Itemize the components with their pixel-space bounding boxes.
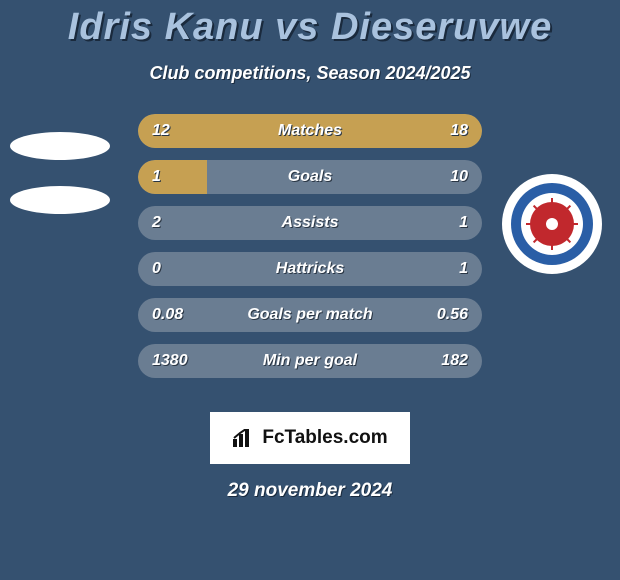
- stat-row: 12 Matches 18: [138, 114, 482, 148]
- stat-left-value: 0.08: [152, 306, 183, 324]
- stat-row: 2 Assists 1: [138, 206, 482, 240]
- stat-right-value: 1: [459, 214, 468, 232]
- stat-left-value: 1: [152, 168, 161, 186]
- stat-left-value: 12: [152, 122, 170, 140]
- stat-row: 0 Hattricks 1: [138, 252, 482, 286]
- club-badge-right: [502, 174, 602, 274]
- stat-row: 1380 Min per goal 182: [138, 344, 482, 378]
- stat-label: Matches: [278, 122, 342, 140]
- bar-left-fill: [138, 160, 207, 194]
- stat-left-value: 1380: [152, 352, 188, 370]
- stat-row: 1 Goals 10: [138, 160, 482, 194]
- stat-right-value: 0.56: [437, 306, 468, 324]
- stat-label: Min per goal: [263, 352, 357, 370]
- footer-date: 29 november 2024: [0, 480, 620, 502]
- ellipse-icon: [10, 132, 110, 160]
- page-title: Idris Kanu vs Dieseruvwe: [0, 0, 620, 49]
- club-badge-left: [8, 114, 118, 224]
- stat-label: Hattricks: [276, 260, 344, 278]
- stat-right-value: 182: [441, 352, 468, 370]
- stat-label: Assists: [282, 214, 339, 232]
- fctables-logo: FcTables.com: [232, 427, 387, 449]
- stat-right-value: 10: [450, 168, 468, 186]
- stat-left-value: 2: [152, 214, 161, 232]
- stat-right-value: 18: [450, 122, 468, 140]
- stat-right-value: 1: [459, 260, 468, 278]
- stat-left-value: 0: [152, 260, 161, 278]
- wheel-hub-icon: [546, 218, 558, 230]
- stats-bars: 12Matches181Goals102Assists10Hattricks10…: [138, 114, 482, 390]
- stat-label: Goals: [288, 168, 332, 186]
- footer-brand-text: FcTables.com: [262, 427, 387, 449]
- stat-label: Goals per match: [247, 306, 372, 324]
- ellipse-icon: [10, 186, 110, 214]
- comparison-content: 12Matches181Goals102Assists10Hattricks10…: [0, 114, 620, 404]
- stat-row: 0.08 Goals per match 0.56: [138, 298, 482, 332]
- bars-icon: [232, 429, 256, 447]
- page-subtitle: Club competitions, Season 2024/2025: [0, 63, 620, 84]
- footer-brand-box: FcTables.com: [210, 412, 410, 464]
